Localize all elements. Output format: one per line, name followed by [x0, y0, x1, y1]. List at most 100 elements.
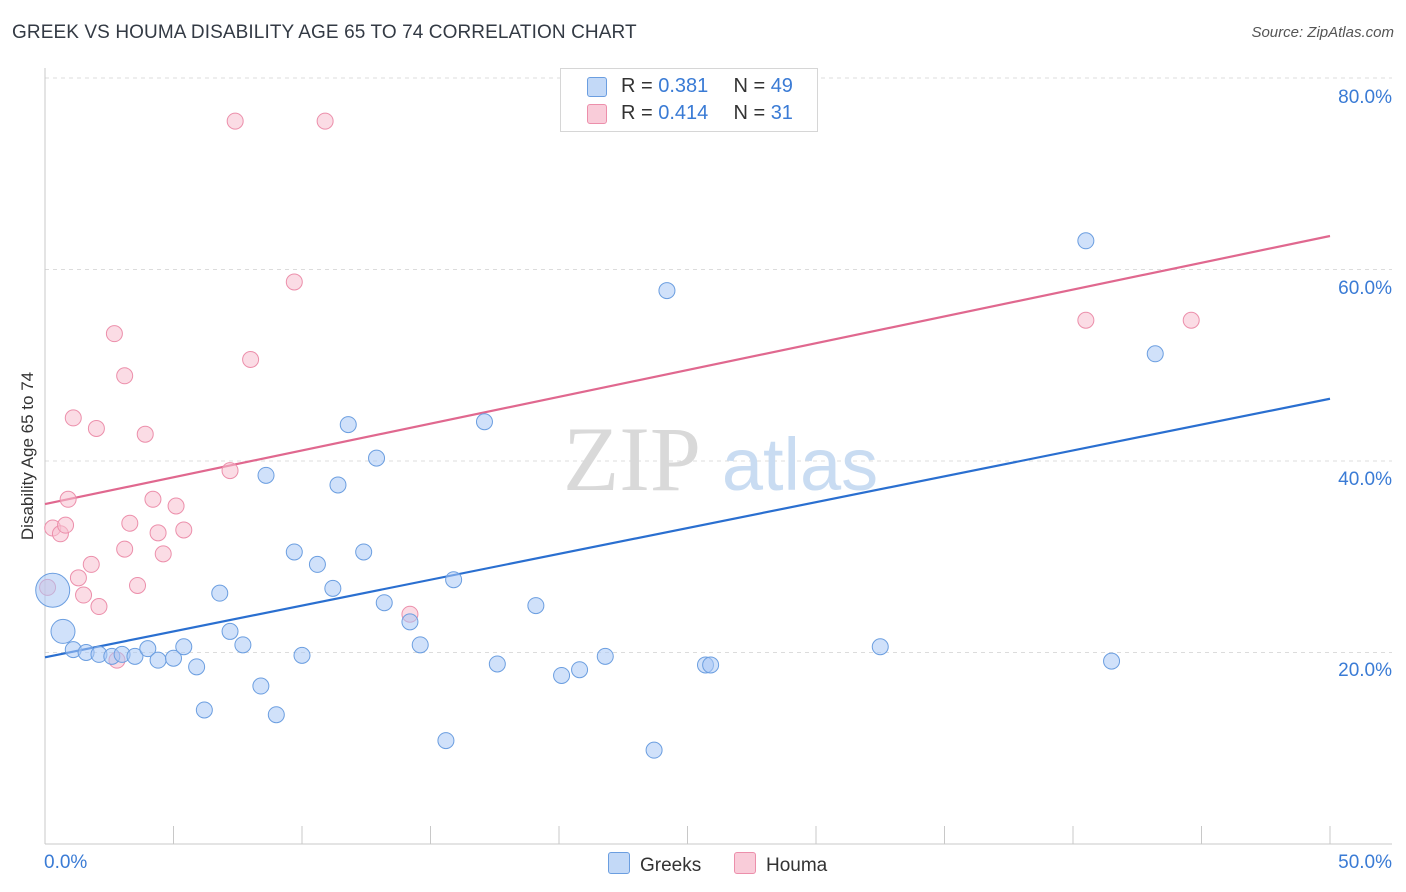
houma-point	[149, 524, 167, 542]
greeks-point	[527, 597, 545, 615]
watermark: ZIP atlas	[563, 408, 878, 510]
stats-legend: R = 0.381 N = 49 R = 0.414 N = 31	[560, 68, 818, 132]
x-tick-label-max: 50.0%	[1338, 852, 1392, 873]
greeks-point	[401, 613, 419, 631]
n-label: N =	[733, 75, 766, 97]
greeks-point	[1103, 652, 1121, 670]
greeks-point	[702, 656, 720, 674]
y-tick-label-80: 80.0%	[1338, 87, 1392, 108]
houma-point	[175, 521, 193, 539]
houma-point	[1077, 311, 1095, 329]
greeks-point	[285, 543, 303, 561]
houma-point	[116, 367, 134, 385]
houma-point	[167, 497, 185, 515]
greeks-point	[257, 466, 275, 484]
greeks-point	[339, 416, 357, 434]
greeks-point	[329, 476, 347, 494]
greeks-point	[175, 638, 193, 656]
houma-point	[285, 273, 303, 291]
houma-points	[39, 112, 1200, 669]
houma-point	[87, 419, 105, 437]
houma-trend-line	[44, 234, 1331, 506]
greeks-point	[50, 618, 76, 644]
chart-title: GREEK VS HOUMA DISABILITY AGE 65 TO 74 C…	[12, 22, 637, 43]
greeks-point	[475, 413, 493, 431]
houma-point	[242, 351, 260, 369]
houma-point	[116, 540, 134, 558]
greeks-point	[188, 658, 206, 676]
greeks-point	[355, 543, 373, 561]
houma-point	[57, 516, 75, 534]
houma-point	[59, 490, 77, 508]
greeks-point	[571, 661, 589, 679]
y-tick-label-60: 60.0%	[1338, 278, 1392, 299]
houma-point	[316, 112, 334, 130]
x-tick-label-min: 0.0%	[44, 852, 88, 873]
watermark-atlas: atlas	[722, 423, 878, 506]
houma-point	[1182, 311, 1200, 329]
y-tick-label-40: 40.0%	[1338, 469, 1392, 490]
greeks-point	[35, 572, 71, 608]
greeks-trend-line	[44, 397, 1331, 659]
axes	[44, 68, 1392, 845]
greeks-point	[488, 655, 506, 673]
watermark-zip: ZIP	[563, 408, 701, 510]
greeks-point	[234, 636, 252, 654]
greeks-point	[293, 646, 311, 664]
greeks-point	[437, 732, 455, 750]
greeks-point	[375, 594, 393, 612]
houma-point	[64, 409, 82, 427]
greeks-point	[221, 622, 239, 640]
greeks-point	[553, 666, 571, 684]
greeks-point	[871, 638, 889, 656]
greeks-point	[308, 555, 326, 573]
legend-item-houma[interactable]: Houma	[734, 852, 827, 877]
greeks-point	[1146, 345, 1164, 363]
greeks-point	[645, 741, 663, 759]
n-value-greeks: 49	[770, 75, 793, 97]
greeks-point	[149, 651, 167, 669]
greeks-points	[35, 83, 1164, 759]
greeks-point	[596, 647, 614, 665]
houma-point	[75, 586, 93, 604]
houma-point	[82, 555, 100, 573]
greeks-point	[195, 701, 213, 719]
houma-point	[154, 545, 172, 563]
houma-point	[121, 514, 139, 532]
houma-point	[105, 325, 123, 343]
houma-legend-swatch	[734, 852, 756, 874]
greeks-point	[252, 677, 270, 695]
y-axis-label: Disability Age 65 to 74	[18, 371, 37, 541]
houma-point	[129, 576, 147, 594]
houma-swatch	[587, 104, 607, 124]
greeks-legend-swatch	[608, 852, 630, 874]
legend-item-greeks[interactable]: Greeks	[608, 852, 701, 877]
greeks-point	[368, 449, 386, 467]
greeks-point	[126, 647, 144, 665]
houma-point	[69, 569, 87, 587]
greeks-point	[411, 636, 429, 654]
source-label: Source: ZipAtlas.com	[1251, 24, 1394, 41]
y-tick-label-20: 20.0%	[1338, 660, 1392, 681]
legend-label-houma: Houma	[766, 855, 828, 876]
houma-point	[226, 112, 244, 130]
r-value-greeks: 0.381	[658, 75, 709, 97]
greeks-point	[1077, 232, 1095, 250]
r-value-houma: 0.414	[658, 102, 709, 124]
houma-point	[136, 425, 154, 443]
r-label: R =	[621, 102, 653, 124]
greeks-swatch	[587, 77, 607, 97]
greeks-point	[211, 584, 229, 602]
houma-point	[144, 490, 162, 508]
greeks-point	[267, 706, 285, 724]
houma-point	[221, 462, 239, 480]
greeks-point	[324, 579, 342, 597]
legend-label-greeks: Greeks	[640, 855, 702, 876]
houma-point	[90, 598, 108, 616]
greeks-point	[139, 640, 157, 658]
greeks-point	[445, 571, 463, 589]
greeks-point	[658, 282, 676, 300]
n-value-houma: 31	[770, 102, 793, 124]
r-label: R =	[621, 75, 653, 97]
